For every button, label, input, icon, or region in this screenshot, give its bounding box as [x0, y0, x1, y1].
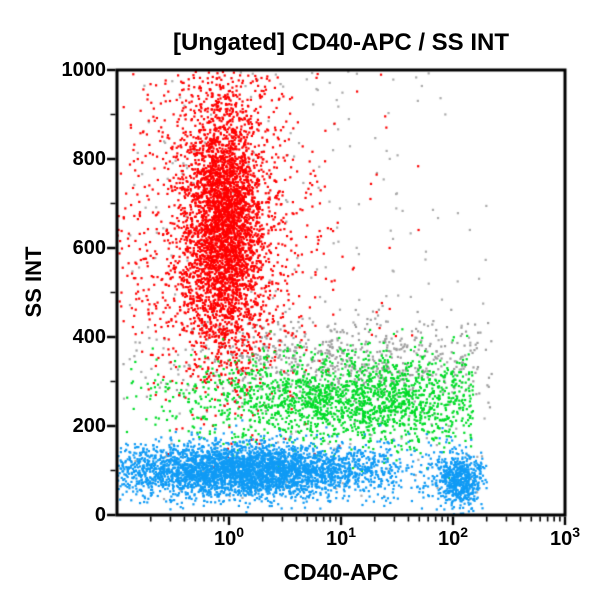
x-axis-label: CD40-APC	[283, 559, 399, 585]
y-tick-label: 600	[72, 237, 106, 259]
y-tick-label: 1000	[61, 59, 107, 81]
y-tick-label: 400	[72, 326, 106, 348]
y-tick-label: 0	[94, 504, 106, 526]
plot-title: [Ungated] CD40-APC / SS INT	[172, 29, 510, 56]
x-tick-label: 101	[325, 524, 357, 550]
x-tick-label: 102	[437, 524, 469, 550]
x-tick-label: 103	[549, 524, 581, 550]
y-tick-label: 200	[72, 415, 106, 437]
x-tick-label: 100	[213, 524, 245, 550]
y-tick-label: 800	[72, 148, 106, 170]
